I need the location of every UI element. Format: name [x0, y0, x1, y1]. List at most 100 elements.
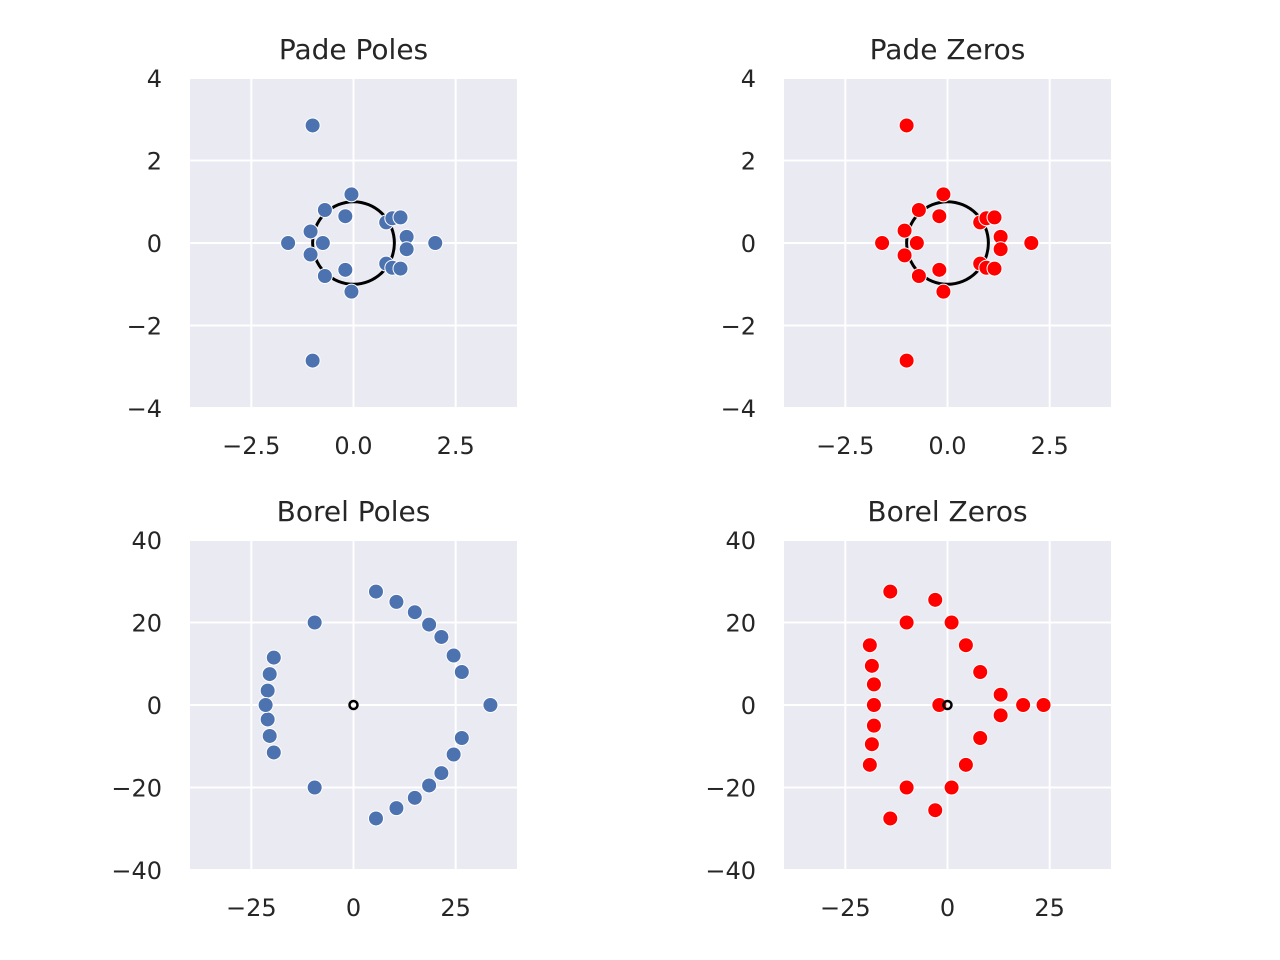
- pade-zeros-point: [986, 260, 1003, 277]
- borel-poles-point: [265, 744, 282, 761]
- borel-poles-title: Borel Poles: [277, 495, 431, 528]
- pade-poles-point: [302, 223, 319, 240]
- pade-zeros-point: [896, 247, 913, 264]
- pade-poles-point: [343, 283, 360, 300]
- borel-zeros-point: [898, 779, 915, 796]
- pade-zeros-point: [1023, 235, 1040, 251]
- borel-poles-point: [367, 810, 384, 827]
- borel-zeros-ytick-label: −20: [705, 775, 756, 803]
- borel-zeros-point: [972, 664, 989, 680]
- pade-zeros-point: [898, 352, 915, 369]
- borel-zeros-point: [927, 802, 944, 819]
- borel-zeros-point: [931, 697, 948, 713]
- borel-zeros-point: [1035, 697, 1052, 713]
- borel-zeros-point: [972, 730, 989, 746]
- pade-poles-point: [343, 186, 360, 203]
- borel-poles-ytick-label: 40: [131, 527, 162, 555]
- pade-poles-point: [316, 268, 333, 284]
- pade-poles-point: [392, 209, 409, 226]
- pade-zeros-point: [898, 117, 915, 134]
- borel-poles-ytick-label: 0: [147, 692, 162, 720]
- pade-poles-point: [316, 202, 333, 218]
- pade-zeros-point: [874, 235, 891, 251]
- borel-zeros-ytick-label: −40: [705, 857, 756, 885]
- pade-poles-ytick-label: −4: [127, 395, 162, 423]
- pade-poles-ytick-label: 0: [147, 230, 162, 258]
- borel-poles-point: [265, 649, 282, 666]
- pade-zeros-point: [992, 241, 1009, 258]
- pade-zeros-point: [931, 261, 948, 278]
- pade-zeros-ytick-label: −4: [721, 395, 756, 423]
- borel-zeros-point: [1015, 697, 1032, 713]
- borel-poles-point: [445, 746, 462, 763]
- pade-zeros-point: [931, 208, 948, 225]
- borel-zeros-point: [927, 591, 944, 608]
- borel-poles-point: [259, 711, 276, 728]
- pade-poles-panel: −2.5 0.0 2.5 −4 −2 0 2 4 Pade Poles: [127, 33, 517, 460]
- borel-zeros-point: [865, 717, 882, 734]
- borel-zeros-ytick-label: 20: [725, 610, 756, 638]
- borel-zeros-point: [861, 756, 878, 773]
- pade-zeros-ytick-label: −2: [721, 313, 756, 341]
- borel-poles-ytick-label: −40: [111, 857, 162, 885]
- borel-poles-point: [421, 777, 438, 794]
- borel-poles-point: [367, 583, 384, 600]
- borel-zeros-xtick-label: 25: [1034, 894, 1065, 922]
- pade-poles-xtick-label: 0.0: [334, 432, 372, 460]
- borel-poles-point: [388, 593, 405, 610]
- pade-poles-ytick-label: 4: [147, 65, 162, 93]
- borel-poles-point: [388, 800, 405, 817]
- pade-poles-point: [398, 241, 415, 258]
- pade-poles-point: [337, 261, 354, 278]
- borel-poles-point: [257, 697, 274, 713]
- borel-zeros-title: Borel Zeros: [867, 495, 1027, 528]
- pade-poles-point: [337, 208, 354, 225]
- borel-zeros-origin-marker: [942, 699, 953, 711]
- borel-zeros-point: [957, 756, 974, 773]
- pade-poles-xtick-label: 2.5: [437, 432, 475, 460]
- borel-zeros-point: [943, 779, 960, 796]
- pade-zeros-xtick-label: 0.0: [928, 432, 966, 460]
- borel-poles-origin-marker: [348, 699, 359, 711]
- pade-zeros-ytick-label: 4: [741, 65, 756, 93]
- pade-poles-point: [392, 260, 409, 277]
- pade-zeros-point: [935, 186, 952, 203]
- pade-poles-point: [314, 235, 331, 251]
- borel-zeros-point: [863, 736, 880, 753]
- pade-zeros-point: [908, 235, 925, 251]
- pade-poles-point: [304, 117, 321, 134]
- borel-zeros-point: [898, 614, 915, 631]
- borel-poles-ytick-label: −20: [111, 775, 162, 803]
- pade-zeros-panel: −2.5 0.0 2.5 −4 −2 0 2 4 Pade Zeros: [721, 33, 1111, 460]
- borel-zeros-point: [863, 657, 880, 674]
- borel-poles-point: [259, 682, 276, 699]
- borel-zeros-point: [957, 637, 974, 654]
- pade-zeros-unit-circle: [905, 200, 990, 286]
- borel-poles-point: [306, 614, 323, 631]
- borel-zeros-point: [882, 583, 899, 600]
- pade-poles-ytick-label: −2: [127, 313, 162, 341]
- borel-poles-point: [421, 616, 438, 633]
- pade-zeros-point: [935, 283, 952, 300]
- borel-poles-xtick-label: 25: [440, 894, 471, 922]
- borel-zeros-point: [943, 614, 960, 631]
- pade-zeros-point: [910, 268, 927, 284]
- borel-poles-xtick-label: −25: [226, 894, 277, 922]
- borel-poles-point: [433, 765, 450, 782]
- pade-zeros-point: [910, 202, 927, 218]
- pade-poles-point: [304, 352, 321, 369]
- borel-zeros-point: [882, 810, 899, 827]
- borel-zeros-xtick-label: −25: [820, 894, 871, 922]
- borel-zeros-point: [992, 707, 1009, 724]
- borel-zeros-ytick-label: 0: [741, 692, 756, 720]
- pade-poles-point: [280, 235, 297, 251]
- borel-poles-panel: −25 0 25 −40 −20 0 20 40 Borel Poles: [111, 495, 517, 922]
- pade-poles-xtick-label: −2.5: [222, 432, 280, 460]
- borel-poles-point: [433, 628, 450, 645]
- borel-zeros-point: [865, 676, 882, 693]
- borel-zeros-panel: −25 0 25 −40 −20 0 20 40 Borel Zeros: [705, 495, 1111, 922]
- borel-zeros-point: [861, 637, 878, 654]
- pade-zeros-point: [896, 222, 913, 239]
- borel-zeros-point: [865, 697, 882, 713]
